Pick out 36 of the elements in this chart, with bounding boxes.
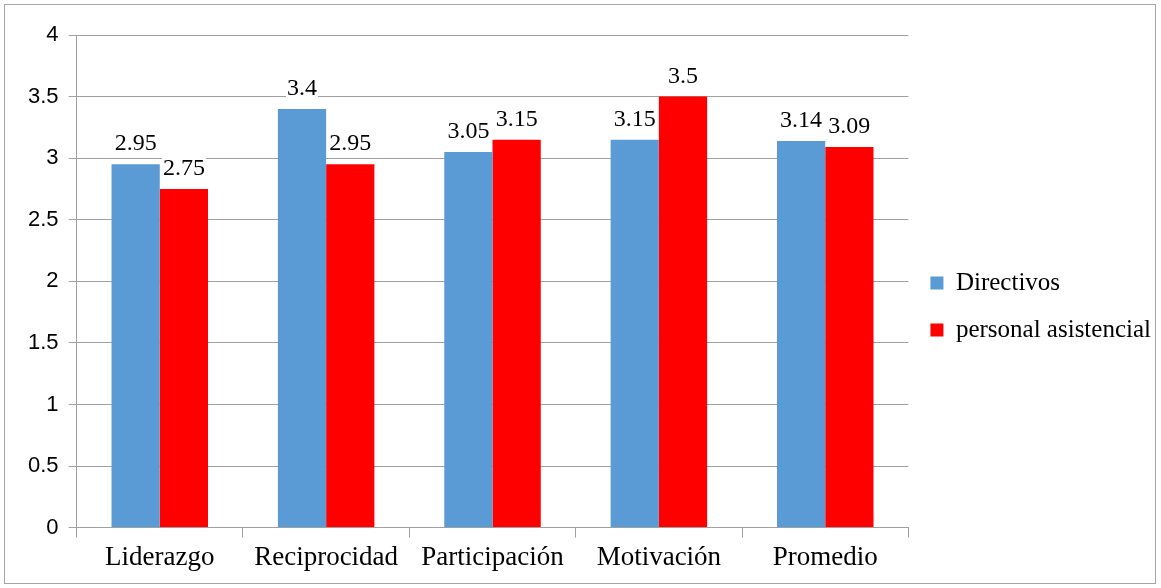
data-label: 3.05 — [447, 116, 490, 143]
legend-label: personal asistencial — [955, 314, 1152, 342]
data-label: 3.15 — [613, 104, 656, 131]
y-tick-label: 1 — [46, 390, 59, 416]
data-label: 2.95 — [329, 129, 372, 156]
data-label: 3.15 — [495, 104, 538, 131]
bar — [777, 140, 826, 528]
y-tick-label: 3.5 — [27, 82, 59, 108]
x-tick-label: Participación — [421, 540, 565, 571]
x-tick-label: Motivación — [596, 540, 722, 571]
data-label: 3.4 — [287, 73, 318, 100]
data-label: 3.14 — [780, 105, 823, 132]
y-tick-label: 1.5 — [27, 328, 59, 354]
y-tick-label: 2 — [46, 267, 59, 293]
legend-label: Directivos — [955, 267, 1061, 295]
y-tick-label: 4 — [46, 21, 59, 47]
x-tick-label: Promedio — [772, 540, 878, 571]
data-label: 3.09 — [828, 112, 871, 139]
data-label: 2.75 — [162, 153, 205, 180]
bar — [658, 96, 708, 528]
bar — [277, 108, 327, 528]
bar — [610, 139, 659, 528]
y-tick-label: 2.5 — [27, 205, 59, 231]
bar — [825, 147, 874, 528]
bar — [326, 164, 375, 528]
data-label: 3.5 — [668, 61, 698, 88]
y-tick-label: 0 — [46, 513, 59, 539]
bar — [159, 188, 209, 528]
x-tick-label: Reciprocidad — [254, 540, 399, 571]
bar — [444, 151, 493, 528]
bar — [492, 139, 541, 528]
bar — [111, 164, 160, 528]
x-tick-label: Liderazgo — [105, 540, 215, 571]
y-tick-label: 0.5 — [27, 452, 59, 478]
data-label: 2.95 — [114, 129, 157, 156]
y-tick-label: 3 — [46, 144, 59, 170]
